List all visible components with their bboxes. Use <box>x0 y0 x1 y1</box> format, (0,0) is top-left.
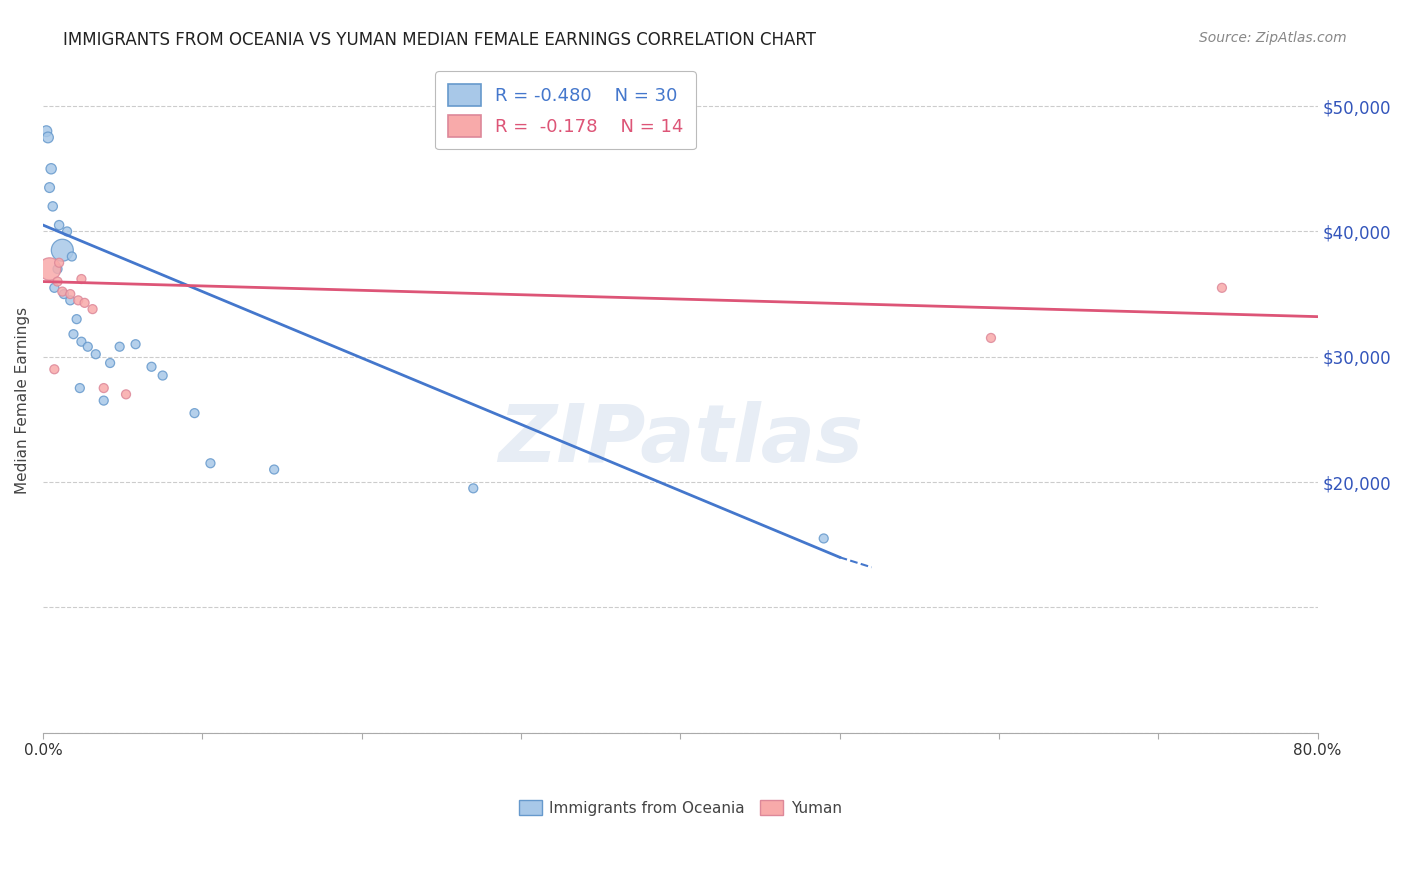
Point <box>70 334 93 349</box>
Point <box>93 393 115 408</box>
Point <box>108 340 131 354</box>
Point <box>152 368 174 383</box>
Point <box>39 161 62 176</box>
Point <box>124 337 146 351</box>
Point <box>52 287 75 301</box>
Point <box>38 262 60 277</box>
Point <box>59 293 82 308</box>
Text: IMMIGRANTS FROM OCEANIA VS YUMAN MEDIAN FEMALE EARNINGS CORRELATION CHART: IMMIGRANTS FROM OCEANIA VS YUMAN MEDIAN … <box>63 31 817 49</box>
Y-axis label: Median Female Earnings: Median Female Earnings <box>15 307 30 494</box>
Legend: Immigrants from Oceania, Yuman: Immigrants from Oceania, Yuman <box>513 794 848 822</box>
Point <box>46 275 69 289</box>
Point <box>48 218 70 232</box>
Point <box>44 362 66 376</box>
Point <box>183 406 205 420</box>
Point <box>62 327 84 342</box>
Point <box>463 481 485 495</box>
Point <box>51 244 73 258</box>
Point <box>44 281 66 295</box>
Point <box>813 532 835 546</box>
Point <box>48 256 70 270</box>
Point <box>98 356 121 370</box>
Point <box>200 456 222 470</box>
Point <box>60 250 83 264</box>
Point <box>93 381 115 395</box>
Point <box>263 462 285 476</box>
Point <box>76 340 98 354</box>
Point <box>73 296 96 310</box>
Point <box>66 312 89 326</box>
Point <box>46 262 69 277</box>
Point <box>115 387 138 401</box>
Point <box>35 124 58 138</box>
Point <box>67 293 90 308</box>
Point <box>38 180 60 194</box>
Point <box>980 331 1002 345</box>
Point <box>1211 281 1233 295</box>
Point <box>51 285 73 299</box>
Point <box>56 224 79 238</box>
Point <box>37 130 59 145</box>
Point <box>141 359 163 374</box>
Point <box>69 381 91 395</box>
Point <box>84 347 107 361</box>
Point <box>70 272 93 286</box>
Point <box>82 302 104 317</box>
Point <box>42 199 65 213</box>
Text: Source: ZipAtlas.com: Source: ZipAtlas.com <box>1199 31 1347 45</box>
Text: ZIPatlas: ZIPatlas <box>498 401 863 480</box>
Point <box>59 287 82 301</box>
